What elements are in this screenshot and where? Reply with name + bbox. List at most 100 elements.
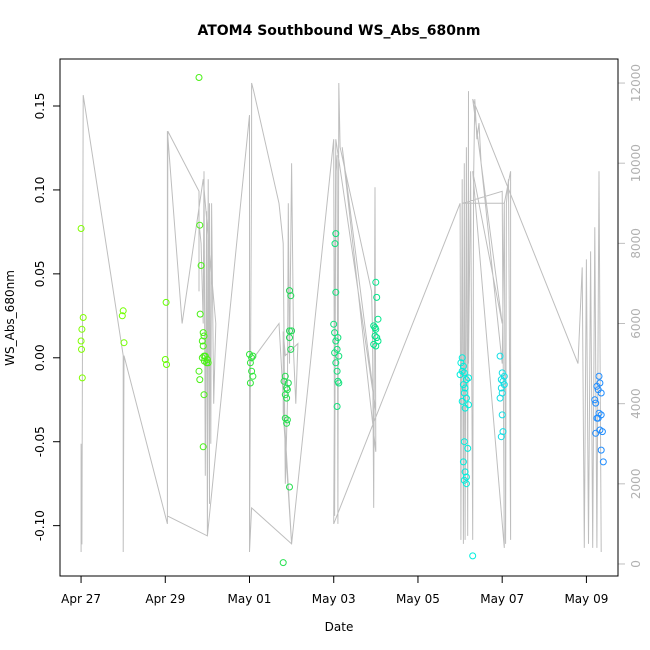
data-point [372,278,380,286]
data-point [283,394,291,402]
data-point [465,401,472,409]
data-point [199,329,207,337]
data-point [333,403,341,410]
data-point [196,310,204,318]
x-axis-label: Date [325,620,354,634]
data-point [199,443,207,451]
data-point [286,287,293,295]
data-point [464,444,472,452]
data-point [459,458,467,466]
data-point [460,438,468,446]
altitude-track-layer [80,82,602,553]
series-may-09 [591,372,607,466]
data-point [335,352,343,360]
data-point [198,337,206,345]
data-point [163,361,170,368]
data-point [373,334,381,342]
y-tick-label: 0.10 [33,177,47,204]
data-point [195,367,203,375]
x-tick-label: May 03 [312,592,356,606]
data-point [246,350,253,358]
data-point [459,381,467,389]
data-point [331,329,339,337]
data-point [371,332,379,340]
right-tick-label: 10000 [629,144,643,182]
series-may-02b [284,287,296,387]
data-point [78,325,86,333]
data-point [462,480,470,488]
data-point [79,314,87,321]
x-tick-label: May 05 [396,592,440,606]
data-point [78,374,86,382]
right-tick-label: 8000 [629,228,643,259]
data-point [284,379,292,387]
data-point [370,322,378,330]
series-may-06 [456,354,477,560]
y-tick-label: 0.00 [33,344,47,371]
data-point [497,384,505,392]
data-point [162,298,170,306]
data-point [597,389,605,397]
data-point [499,377,507,385]
right-tick-label: 4000 [629,388,643,419]
data-point [469,552,477,560]
data-point [592,429,600,437]
data-point [200,352,208,360]
series-apr-30 [195,74,212,451]
data-point [370,340,378,348]
series-apr-27 [77,225,87,382]
data-point [200,391,208,399]
x-tick-label: Apr 29 [145,592,185,606]
data-point [118,312,126,320]
series-apr-28 [118,307,128,347]
right-tick-label: 0 [629,560,643,568]
y-axis-label: WS_Abs_680nm [3,270,17,366]
data-point [279,559,287,567]
data-point [281,372,289,380]
data-point [462,376,470,384]
data-point [458,354,466,362]
data-point [286,327,293,335]
data-point [248,354,256,362]
plot-frame [59,58,619,577]
x-tick-label: May 01 [228,592,272,606]
data-point [286,334,293,342]
series-apr-29 [161,298,170,368]
x-tick-label: Apr 27 [61,592,101,606]
data-point [196,376,204,384]
data-point [332,288,340,296]
data-point [593,382,601,390]
data-point [334,334,342,342]
data-point [330,320,338,328]
data-point [246,359,254,367]
data-point [458,367,466,375]
data-point [332,230,340,238]
data-point [249,372,257,380]
x-tick-label: May 09 [564,592,608,606]
right-tick-label: 12000 [629,64,643,102]
data-point [120,339,128,347]
data-point [598,428,606,436]
data-point [78,345,85,353]
y-tick-label: 0.05 [33,260,47,287]
data-point [196,221,204,229]
right-tick-label: 6000 [629,308,643,339]
data-point [372,342,380,350]
data-point [459,362,467,370]
data-point [333,367,341,375]
data-point [496,394,504,402]
altitude-track-line [80,82,602,553]
x-tick-label: May 07 [480,592,524,606]
right-tick-label: 2000 [629,469,643,500]
data-point [281,391,289,399]
y-tick-label: -0.05 [33,426,47,457]
data-point [458,397,466,405]
data-point [456,371,464,379]
data-point [281,414,289,422]
data-point [592,399,600,407]
chart-title: ATOM4 Southbound WS_Abs_680nm [197,23,480,39]
data-point [460,369,468,377]
data-point [161,356,169,363]
data-point [280,377,288,385]
data-points-layer [77,74,607,567]
